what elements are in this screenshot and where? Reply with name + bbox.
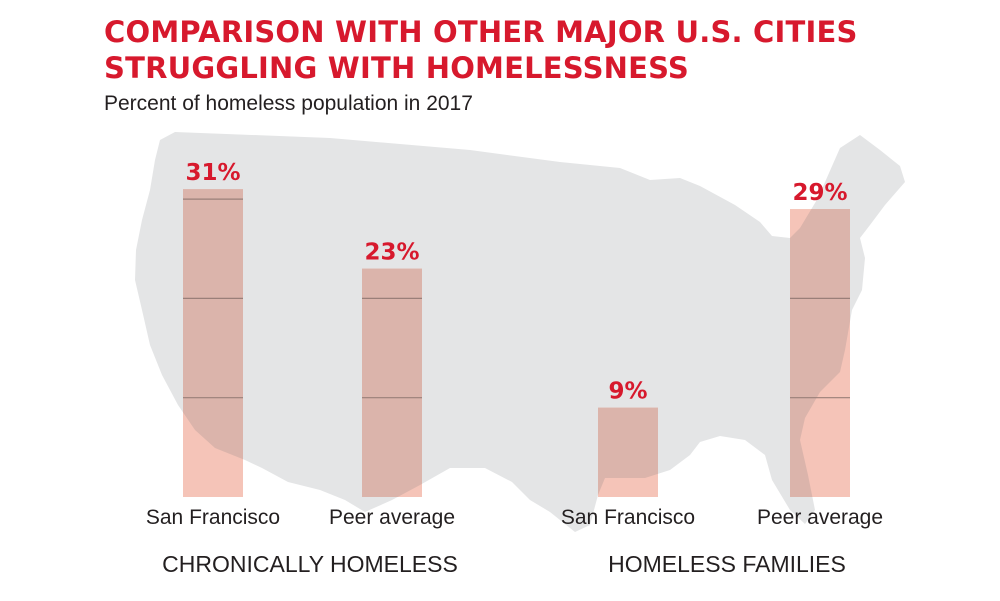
chart-subtitle: Percent of homeless population in 2017	[104, 92, 473, 115]
us-map-background	[135, 132, 905, 532]
group-label-homeless-families: HOMELESS FAMILIES	[608, 551, 846, 577]
bars-layer	[183, 189, 850, 498]
chart-title-line-1: COMPARISON WITH OTHER MAJOR U.S. CITIES	[104, 15, 858, 49]
category-label-homeless-families-peer-average: Peer average	[757, 506, 883, 529]
value-label-homeless-families-peer-average: 29%	[792, 180, 847, 206]
chart-title-line-2: STRUGGLING WITH HOMELESSNESS	[104, 51, 690, 85]
category-label-chronically-homeless-san-francisco: San Francisco	[146, 506, 280, 529]
category-label-homeless-families-san-francisco: San Francisco	[561, 506, 695, 529]
chart-title: COMPARISON WITH OTHER MAJOR U.S. CITIES …	[104, 14, 858, 86]
bar-overlay-chronically-homeless-peer-average	[362, 268, 422, 497]
category-label-chronically-homeless-peer-average: Peer average	[329, 506, 455, 529]
value-label-homeless-families-san-francisco: 9%	[608, 379, 647, 405]
value-label-chronically-homeless-peer-average: 23%	[364, 240, 419, 266]
group-label-chronically-homeless: CHRONICALLY HOMELESS	[162, 551, 458, 577]
value-label-chronically-homeless-san-francisco: 31%	[185, 160, 240, 186]
labels-layer: 31% San Francisco 23% Peer average CHRONICAL…	[146, 160, 883, 577]
